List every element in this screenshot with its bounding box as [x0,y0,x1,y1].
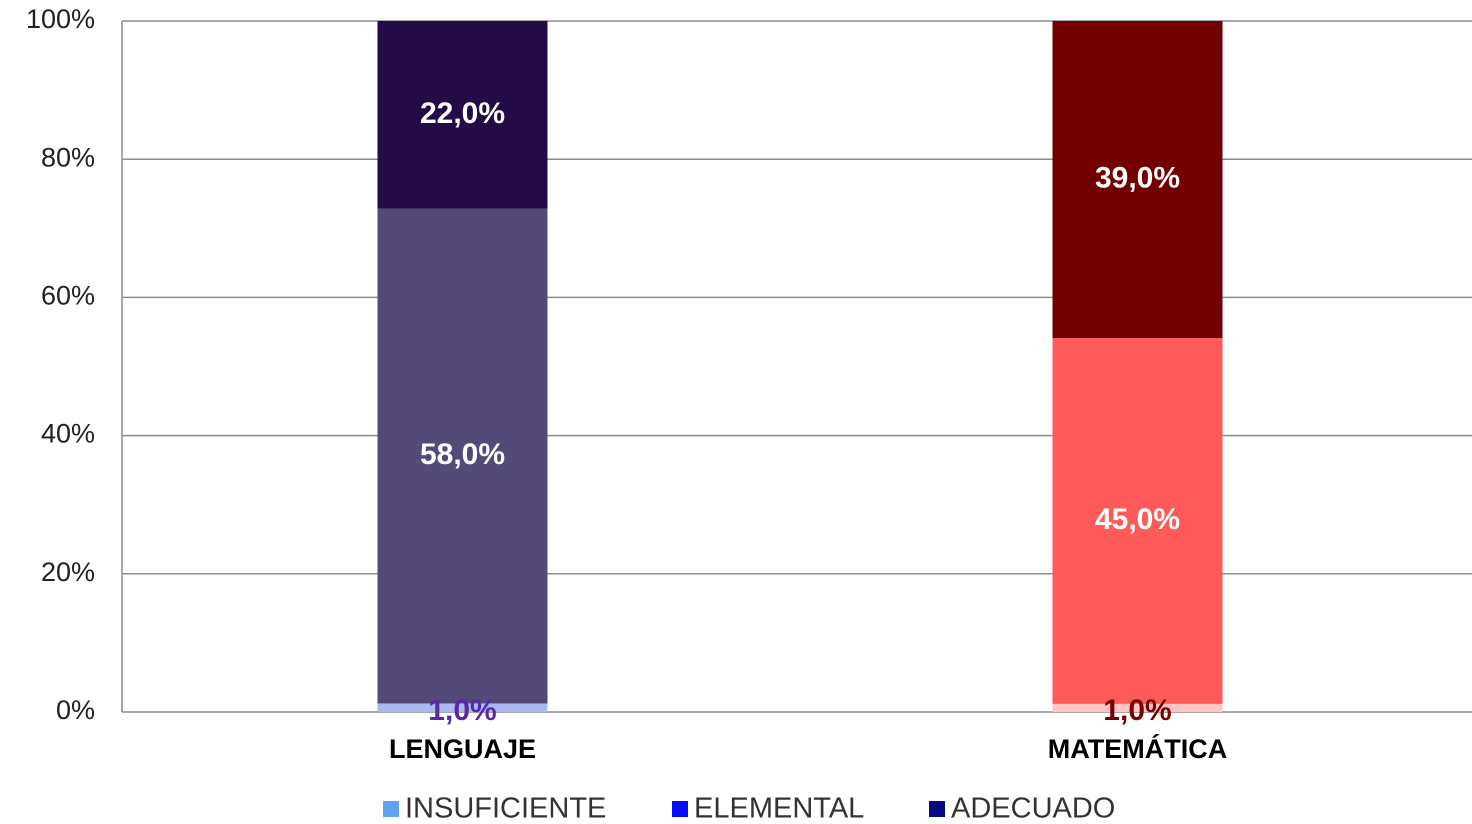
value-label: 58,0% [420,438,505,471]
y-tick-label: 0% [56,695,95,725]
y-tick-label: 60% [41,281,95,311]
y-tick-label: 20% [41,557,95,587]
bar-segment [1052,703,1223,712]
legend-label: ADECUADO [951,793,1115,824]
value-label: 22,0% [420,97,505,130]
bar-segment [1052,21,1223,339]
y-tick-label: 100% [26,4,95,34]
legend-label: ELEMENTAL [694,793,864,824]
legend-swatch [929,801,945,817]
legend-swatch [383,801,399,817]
bar-segment [377,208,548,704]
value-label: 39,0% [1095,161,1180,194]
y-tick-label: 40% [41,419,95,449]
bar-segment [1052,338,1223,704]
legend-label: INSUFICIENTE [405,793,606,824]
bar-segment [377,703,548,712]
legend-swatch [672,801,688,817]
value-label: 1,0% [428,694,496,727]
bar-segment [377,21,548,209]
x-tick-label: MATEMÁTICA [1048,733,1227,764]
y-tick-label: 80% [41,142,95,172]
x-tick-label: LENGUAJE [389,734,536,764]
value-label: 45,0% [1095,503,1180,536]
value-label: 1,0% [1103,694,1171,727]
